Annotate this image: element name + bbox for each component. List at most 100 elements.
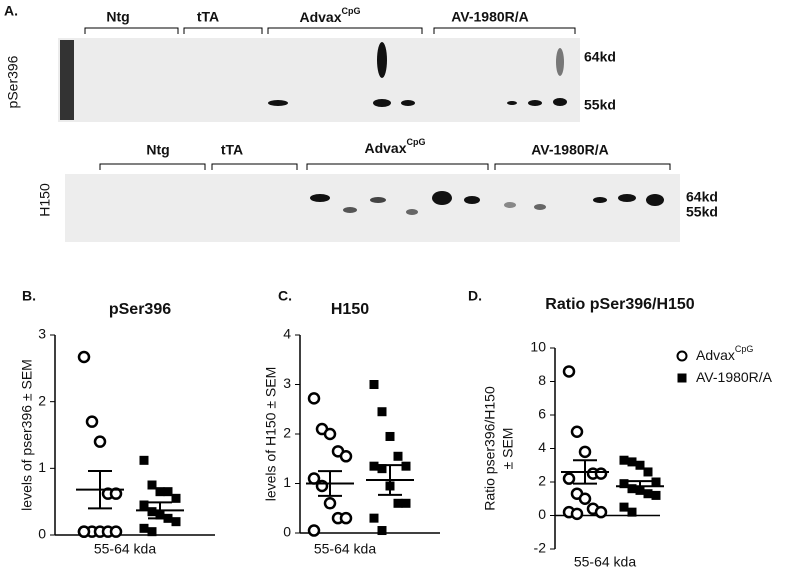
chart-title: Ratio pSer396/H150 [545, 296, 695, 313]
data-point [369, 461, 379, 471]
data-point [570, 425, 584, 438]
data-point [643, 489, 653, 499]
chart-title: H150 [331, 301, 369, 318]
chart-title: pSer396 [109, 301, 171, 318]
data-point [651, 477, 661, 487]
data-point [139, 455, 149, 465]
y-tick-label: 0 [283, 524, 291, 540]
panel-label: B. [22, 288, 36, 304]
data-point [139, 523, 149, 533]
data-point [323, 427, 337, 441]
data-point [77, 525, 91, 538]
data-point [307, 524, 321, 537]
data-point [594, 467, 608, 480]
y-tick-label: 2 [283, 425, 291, 441]
legend-marker [677, 373, 687, 383]
y-tick-label: 10 [530, 339, 546, 355]
data-point [77, 350, 91, 364]
data-point [393, 498, 403, 508]
legend-label: AV-1980R/A [696, 369, 773, 385]
y-axis-label: ± SEM [500, 428, 516, 470]
data-point [401, 498, 411, 508]
data-point [171, 517, 181, 527]
group-label: tTA [221, 142, 243, 158]
blot-bands [310, 191, 664, 215]
data-point [377, 407, 387, 417]
data-point [369, 513, 379, 523]
data-point [594, 505, 608, 519]
data-point [147, 507, 157, 517]
data-point [307, 392, 321, 405]
data-point [147, 527, 157, 537]
group-label: Ntg [146, 142, 169, 158]
y-tick-label: 2 [38, 392, 46, 408]
data-point [570, 507, 584, 521]
marker-label: 55kd [584, 97, 616, 113]
data-point [377, 464, 387, 474]
legend-marker [676, 350, 688, 362]
x-axis-label: 55-64 kda [314, 541, 376, 557]
y-axis-label: Ratio pser396/H150 [482, 386, 498, 511]
y-tick-label: 3 [283, 375, 291, 391]
x-axis-label: 55-64 kda [574, 554, 636, 570]
data-point [85, 415, 99, 428]
y-tick-label: 4 [538, 439, 546, 455]
data-point [627, 457, 637, 467]
data-point [619, 502, 629, 512]
legend-name: Advax [696, 347, 735, 363]
blot-image [65, 174, 680, 242]
data-point [627, 507, 637, 517]
data-point [562, 472, 576, 485]
blot-ylabel: H150 [37, 183, 53, 217]
group-label: AV-1980R/A [451, 9, 529, 25]
panel-label: D. [468, 288, 482, 304]
group-label: AdvaxCpG [364, 137, 425, 155]
group-label: Ntg [106, 9, 129, 25]
marker-label: 64kd [686, 189, 718, 205]
data-point [401, 461, 411, 471]
data-point [93, 435, 107, 448]
data-point [635, 460, 645, 470]
data-point [171, 493, 181, 503]
panel-label: A. [4, 3, 18, 19]
legend-superscript: CpG [735, 344, 754, 354]
legend-name: AV-1980R/A [696, 369, 773, 385]
y-tick-label: 0 [38, 526, 46, 542]
data-point [619, 479, 629, 489]
data-point [315, 479, 329, 493]
data-point [643, 467, 653, 477]
data-point [369, 380, 379, 389]
y-tick-label: 1 [38, 459, 46, 475]
blot-ladder [60, 40, 74, 120]
y-tick-label: 2 [538, 473, 546, 489]
blot-bands [268, 42, 567, 107]
data-point [578, 445, 592, 459]
group-label: tTA [197, 9, 219, 25]
marker-label: 55kd [686, 204, 718, 220]
data-point [651, 490, 661, 500]
data-point [323, 497, 337, 510]
data-point [385, 431, 395, 441]
data-point [562, 365, 576, 378]
y-tick-label: 8 [538, 372, 546, 388]
group-brackets [84, 27, 671, 170]
data-point [339, 511, 353, 525]
panel-label: C. [278, 288, 292, 304]
data-point [155, 487, 165, 497]
group-label: AdvaxCpG [299, 6, 360, 24]
data-point [339, 450, 353, 463]
data-point [163, 487, 173, 497]
data-point [147, 480, 157, 490]
data-point [619, 455, 629, 465]
data-point [139, 500, 149, 510]
group-label: AV-1980R/A [531, 142, 609, 158]
y-axis-label: levels of pser396 ± SEM [19, 359, 35, 511]
y-axis-label: levels of H150 ± SEM [263, 367, 279, 502]
data-point [578, 492, 592, 505]
y-tick-label: 6 [538, 406, 546, 422]
blot-image [58, 38, 580, 122]
data-point [377, 526, 387, 536]
data-point [627, 484, 637, 494]
y-tick-label: 0 [538, 506, 546, 522]
